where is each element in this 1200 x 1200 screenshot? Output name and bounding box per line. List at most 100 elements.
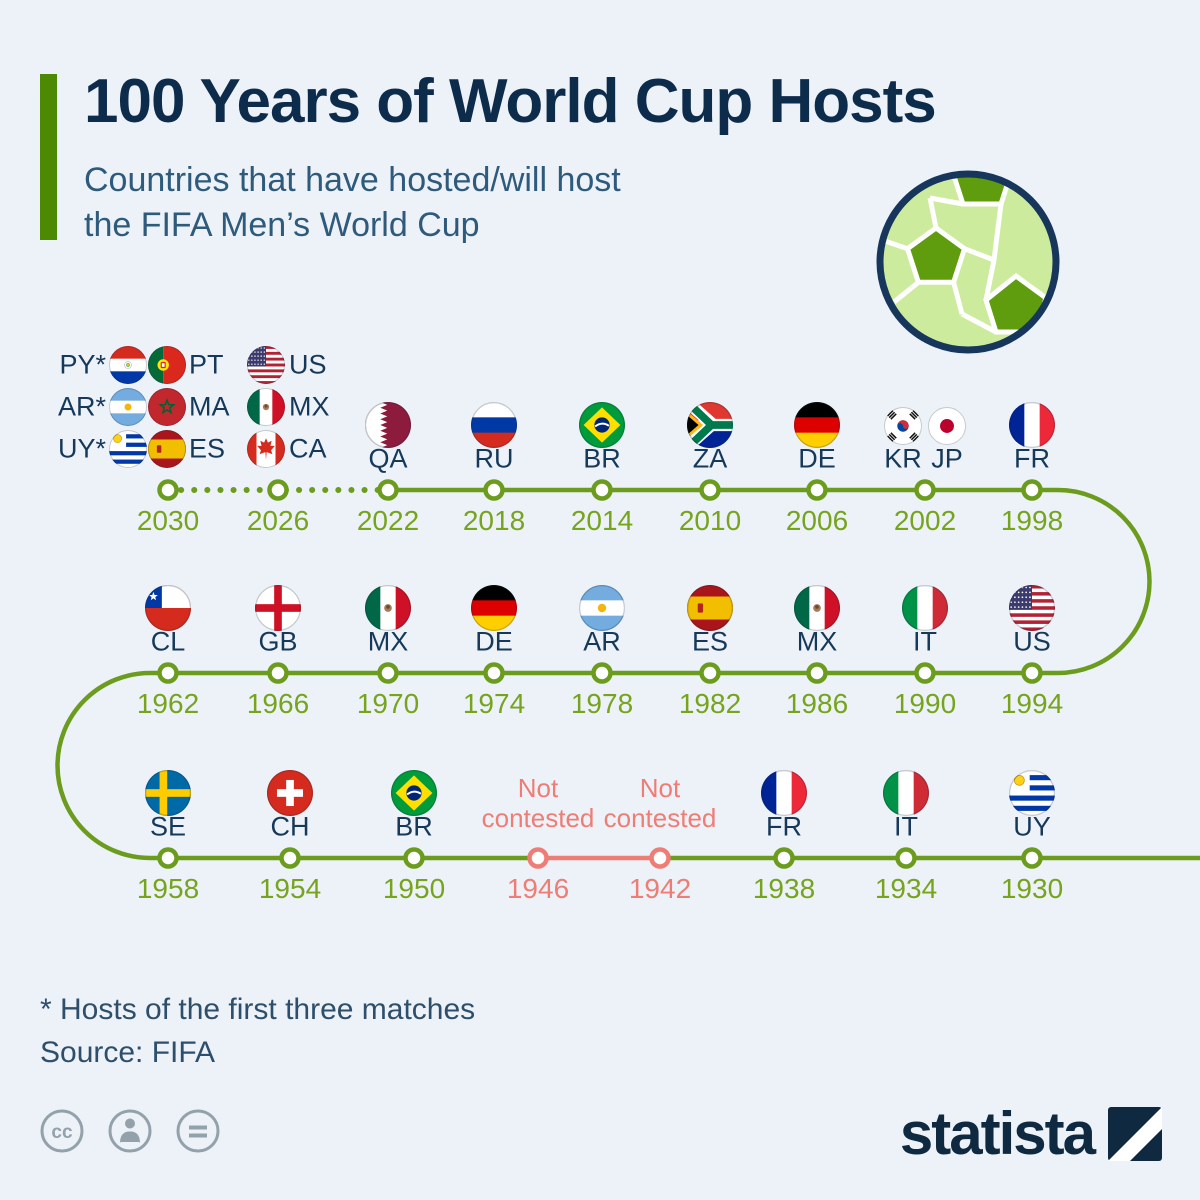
host-code-1970: MX (367, 626, 409, 657)
host-code-1994: US (1013, 626, 1051, 657)
host-code-2030-UY: UY* (57, 433, 106, 464)
year-label-1954: 1954 (258, 873, 322, 904)
year-label-1946: 1946 (506, 873, 570, 904)
year-label-2026: 2026 (246, 505, 310, 536)
year-label-1966: 1966 (246, 688, 310, 719)
host-code-2030-PT: PT (189, 349, 224, 380)
flag-ru-icon (471, 402, 517, 448)
flag-uy-icon (109, 430, 147, 468)
flag-ar-icon (109, 388, 147, 426)
svg-text:cc: cc (51, 1122, 73, 1143)
license-icons: cc (38, 1103, 228, 1164)
statista-logo-mark (1108, 1106, 1162, 1161)
flag-it-icon (902, 585, 948, 631)
year-label-1934: 1934 (874, 873, 938, 904)
year-label-1962: 1962 (136, 688, 200, 719)
host-code-2022: QA (368, 443, 408, 474)
not-contested-label-1946: Not contested (481, 773, 595, 833)
year-label-2014: 2014 (570, 505, 634, 536)
host-code-2018: RU (474, 443, 514, 474)
host-code-1966: GB (258, 626, 298, 657)
host-code-2030-AR: AR* (57, 391, 106, 422)
host-code-1938: FR (766, 811, 802, 842)
host-code-2030-ES: ES (189, 433, 226, 464)
year-label-1930: 1930 (1000, 873, 1064, 904)
source-label: Source: FIFA (40, 1036, 216, 1069)
flag-qa-icon (365, 402, 411, 448)
year-label-1994: 1994 (1000, 688, 1064, 719)
not-contested-label-1942: Not contested (603, 773, 717, 833)
year-label-1998: 1998 (1000, 505, 1064, 536)
flag-za-icon (687, 402, 733, 448)
attribution-icon (108, 1109, 152, 1153)
page-subtitle: Countries that have hosted/will host the… (84, 158, 621, 248)
statista-logo: statista (900, 1099, 1162, 1168)
host-code-2030-MA: MA (189, 391, 230, 422)
flag-uy-icon (1009, 770, 1055, 816)
page-subtitle-line-1: Countries that have hosted/will host (84, 161, 621, 199)
host-code-2010: ZA (692, 443, 728, 474)
year-label-2002: 2002 (893, 505, 957, 536)
page-subtitle-line-2: the FIFA Men’s World Cup (84, 205, 480, 244)
host-code-1974: DE (475, 626, 513, 657)
flag-br-icon (391, 770, 437, 816)
host-code-1990: IT (913, 626, 937, 657)
host-code-2026-US: US (289, 349, 327, 380)
year-label-1978: 1978 (570, 688, 634, 719)
host-code-2026-CA: CA (289, 433, 327, 464)
year-label-1982: 1982 (678, 688, 742, 719)
year-label-1958: 1958 (136, 873, 200, 904)
host-code-1978: AR (583, 626, 621, 657)
flag-fr-icon (1009, 402, 1055, 448)
year-label-2006: 2006 (785, 505, 849, 536)
soccer-ball-icon (876, 170, 1060, 354)
year-label-1950: 1950 (382, 873, 446, 904)
flag-de-icon (794, 402, 840, 448)
flag-es-icon (148, 430, 186, 468)
flag-kr-icon (884, 407, 922, 445)
flag-us-icon (247, 346, 285, 384)
year-label-1974: 1974 (462, 688, 526, 719)
flag-mx-icon (365, 585, 411, 631)
footnote: * Hosts of the first three matches (40, 993, 476, 1026)
flag-it-icon (883, 770, 929, 816)
no-derivatives-icon (176, 1109, 220, 1153)
host-code-1934: IT (894, 811, 918, 842)
flag-mx-icon (247, 388, 285, 426)
flag-mx-icon (794, 585, 840, 631)
flag-de-icon (471, 585, 517, 631)
year-label-1986: 1986 (785, 688, 849, 719)
flag-jp-icon (928, 407, 966, 445)
host-code-2002-KR: KR (884, 443, 922, 474)
flag-cl-icon (145, 585, 191, 631)
flag-fr-icon (761, 770, 807, 816)
cc-icon (40, 1109, 84, 1153)
flag-br-icon (579, 402, 625, 448)
host-code-1958: SE (149, 811, 187, 842)
flag-ma-icon (148, 388, 186, 426)
host-code-2026-MX: MX (289, 391, 330, 422)
page-title: 100 Years of World Cup Hosts (84, 67, 937, 136)
host-code-2030-PY: PY* (59, 349, 106, 380)
host-code-1962: CL (150, 626, 186, 657)
flag-pt-icon (148, 346, 186, 384)
host-code-2014: BR (583, 443, 621, 474)
host-code-1982: ES (691, 626, 729, 657)
host-code-2002-JP: JP (931, 443, 963, 474)
year-label-2022: 2022 (356, 505, 420, 536)
flag-gb-icon (255, 585, 301, 631)
year-label-2018: 2018 (462, 505, 526, 536)
host-code-1986: MX (796, 626, 838, 657)
year-label-2030: 2030 (136, 505, 200, 536)
host-code-1998: FR (1014, 443, 1050, 474)
host-code-1950: BR (395, 811, 433, 842)
flag-py-icon (109, 346, 147, 384)
flag-ca-icon (247, 430, 285, 468)
host-code-2006: DE (798, 443, 836, 474)
title-accent-bar (40, 74, 57, 240)
flag-es-icon (687, 585, 733, 631)
year-label-1990: 1990 (893, 688, 957, 719)
host-code-1930: UY (1013, 811, 1051, 842)
host-code-1954: CH (270, 811, 310, 842)
